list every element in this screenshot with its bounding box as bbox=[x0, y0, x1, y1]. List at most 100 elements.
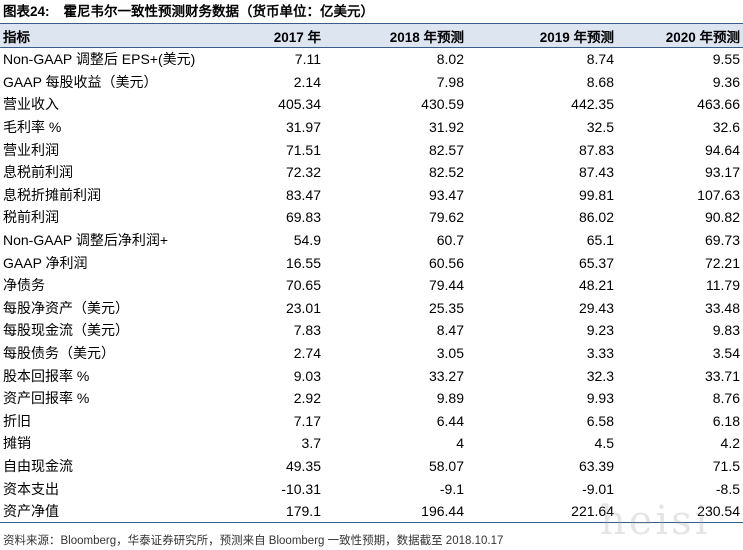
value-cell: 72.21 bbox=[704, 254, 740, 271]
value-cell: 9.83 bbox=[712, 322, 740, 339]
value-cell: 107.63 bbox=[697, 186, 740, 203]
value-cell: 72.32 bbox=[285, 164, 321, 181]
value-cell: 86.02 bbox=[578, 209, 614, 226]
value-cell: 60.56 bbox=[428, 254, 464, 271]
value-cell: 48.21 bbox=[578, 277, 614, 294]
value-cell: 442.35 bbox=[571, 96, 614, 113]
table-row: 每股现金流（美元） 7.83 8.47 9.23 9.83 bbox=[0, 319, 743, 342]
value-cell: 71.51 bbox=[285, 141, 321, 158]
row-label: Non-GAAP 调整后净利润+ bbox=[3, 232, 169, 249]
table-row: 息税前利润 72.32 82.52 87.43 93.17 bbox=[0, 161, 743, 184]
value-cell: 463.66 bbox=[697, 96, 740, 113]
watermark: heisi bbox=[600, 498, 711, 544]
value-cell: 8.02 bbox=[436, 51, 464, 68]
value-cell: 9.55 bbox=[712, 51, 740, 68]
row-label: 营业收入 bbox=[3, 96, 59, 113]
value-cell: 93.17 bbox=[704, 164, 740, 181]
value-cell: 65.37 bbox=[578, 254, 614, 271]
value-cell: -8.5 bbox=[715, 480, 740, 497]
value-cell: 63.39 bbox=[578, 457, 614, 474]
table-row: 每股债务（美元） 2.74 3.05 3.33 3.54 bbox=[0, 342, 743, 365]
value-cell: 60.7 bbox=[436, 232, 464, 249]
table-row: 资本支出 -10.31 -9.1 -9.01 -8.5 bbox=[0, 477, 743, 500]
value-cell: 8.74 bbox=[586, 51, 614, 68]
value-cell: 9.03 bbox=[293, 367, 321, 384]
value-cell: 9.36 bbox=[712, 73, 740, 90]
row-label: Non-GAAP 调整后 EPS+(美元) bbox=[3, 51, 196, 68]
value-cell: 4.5 bbox=[594, 435, 614, 452]
header-cell-metric: 指标 bbox=[0, 23, 212, 48]
row-label: 每股现金流（美元） bbox=[3, 322, 129, 339]
value-cell: 405.34 bbox=[278, 96, 321, 113]
row-label: 每股债务（美元） bbox=[3, 345, 115, 362]
value-cell: 23.01 bbox=[285, 299, 321, 316]
value-cell: 9.89 bbox=[436, 390, 464, 407]
value-cell: 29.43 bbox=[578, 299, 614, 316]
table-row: 毛利率 % 31.97 31.92 32.5 32.6 bbox=[0, 116, 743, 139]
value-cell: 7.98 bbox=[436, 73, 464, 90]
value-cell: 94.64 bbox=[704, 141, 740, 158]
caption-label: 图表24: bbox=[3, 4, 50, 19]
value-cell: 93.47 bbox=[428, 186, 464, 203]
value-cell: 196.44 bbox=[324, 499, 467, 524]
value-cell: 6.58 bbox=[586, 412, 614, 429]
table-row: 自由现金流 49.35 58.07 63.39 71.5 bbox=[0, 455, 743, 478]
value-cell: 90.82 bbox=[704, 209, 740, 226]
value-cell: 79.44 bbox=[428, 277, 464, 294]
value-cell: 32.5 bbox=[586, 119, 614, 136]
table-row: GAAP 每股收益（美元） 2.14 7.98 8.68 9.36 bbox=[0, 71, 743, 94]
financial-forecast-table: 指标 2017 年 2018 年预测 2019 年预测 2020 年预测 Non… bbox=[0, 23, 743, 524]
value-cell: 4.2 bbox=[720, 435, 740, 452]
value-cell: 179.1 bbox=[212, 499, 324, 524]
row-label: 税前利润 bbox=[3, 209, 59, 226]
table-row: 净债务 70.65 79.44 48.21 11.79 bbox=[0, 274, 743, 297]
value-cell: 32.3 bbox=[586, 367, 614, 384]
value-cell: 31.92 bbox=[428, 119, 464, 136]
value-cell: 71.5 bbox=[712, 457, 740, 474]
row-label: 股本回报率 % bbox=[3, 367, 90, 384]
header-cell-2017: 2017 年 bbox=[212, 23, 324, 48]
header-cell-2020: 2020 年预测 bbox=[617, 23, 743, 48]
value-cell: 3.54 bbox=[712, 345, 740, 362]
value-cell: 3.7 bbox=[301, 435, 321, 452]
value-cell: 33.27 bbox=[428, 367, 464, 384]
row-label: 摊销 bbox=[3, 435, 31, 452]
value-cell: 221.64 bbox=[467, 499, 617, 524]
value-cell: 6.44 bbox=[436, 412, 464, 429]
value-cell: 79.62 bbox=[428, 209, 464, 226]
value-cell: 16.55 bbox=[285, 254, 321, 271]
table-row: 营业利润 71.51 82.57 87.83 94.64 bbox=[0, 138, 743, 161]
value-cell: 2.14 bbox=[293, 73, 321, 90]
value-cell: 2.92 bbox=[293, 390, 321, 407]
value-cell: 82.57 bbox=[428, 141, 464, 158]
value-cell: 82.52 bbox=[428, 164, 464, 181]
header-row: 指标 2017 年 2018 年预测 2019 年预测 2020 年预测 bbox=[0, 23, 743, 48]
value-cell: 69.83 bbox=[285, 209, 321, 226]
value-cell: 9.23 bbox=[586, 322, 614, 339]
row-label: 毛利率 % bbox=[3, 119, 62, 136]
table-row: 折旧 7.17 6.44 6.58 6.18 bbox=[0, 410, 743, 433]
value-cell: 31.97 bbox=[285, 119, 321, 136]
row-label: 息税前利润 bbox=[3, 164, 73, 181]
value-cell: 3.05 bbox=[436, 345, 464, 362]
value-cell: 32.6 bbox=[712, 119, 740, 136]
value-cell: 58.07 bbox=[428, 457, 464, 474]
value-cell: 6.18 bbox=[712, 412, 740, 429]
value-cell: 49.35 bbox=[285, 457, 321, 474]
table-row: Non-GAAP 调整后净利润+ 54.9 60.7 65.1 69.73 bbox=[0, 229, 743, 252]
row-label: 资产净值 bbox=[0, 499, 212, 524]
value-cell: 33.71 bbox=[704, 367, 740, 384]
value-cell: 4 bbox=[456, 435, 464, 452]
value-cell: 33.48 bbox=[704, 299, 740, 316]
table-row: 摊销 3.7 4 4.5 4.2 bbox=[0, 432, 743, 455]
header-cell-2018: 2018 年预测 bbox=[324, 23, 467, 48]
value-cell: 69.73 bbox=[704, 232, 740, 249]
table-row: 股本回报率 % 9.03 33.27 32.3 33.71 bbox=[0, 364, 743, 387]
value-cell: 3.33 bbox=[586, 345, 614, 362]
row-label: 每股净资产（美元） bbox=[3, 299, 129, 316]
row-label: GAAP 净利润 bbox=[3, 254, 88, 271]
value-cell: -10.31 bbox=[281, 480, 321, 497]
value-cell: 25.35 bbox=[428, 299, 464, 316]
source-note: 资料来源：Bloomberg，华泰证券研究所，预测来自 Bloomberg 一致… bbox=[3, 535, 504, 547]
table-row: 息税折摊前利润 83.47 93.47 99.81 107.63 bbox=[0, 184, 743, 207]
